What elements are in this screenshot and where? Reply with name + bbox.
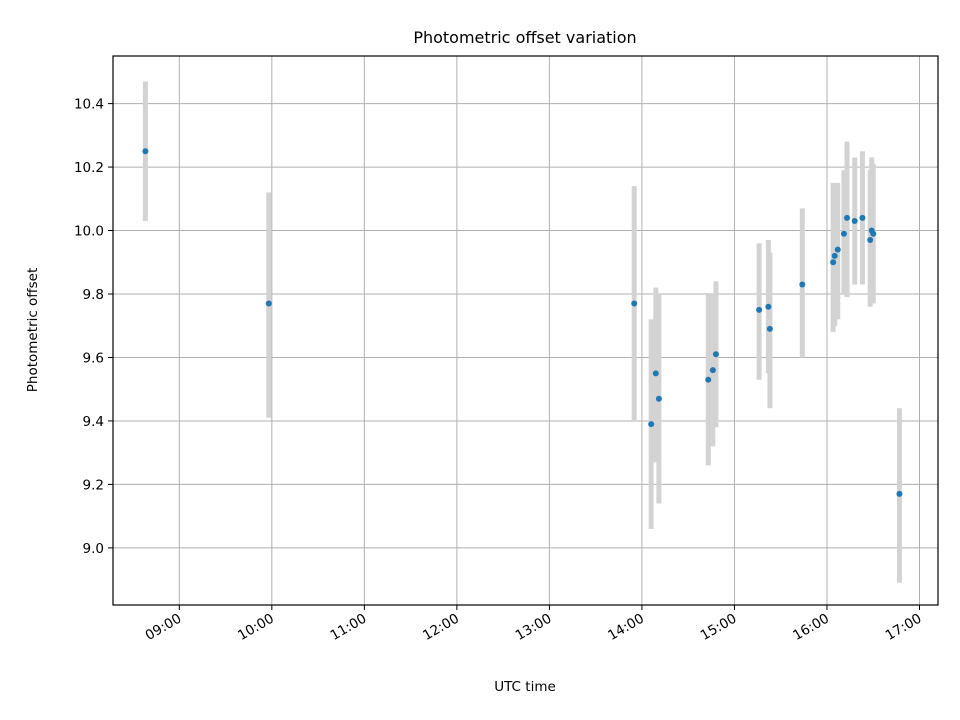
data-point (834, 246, 841, 253)
data-point (655, 395, 662, 402)
x-tick-label: 11:00 (328, 611, 370, 644)
x-tick-label: 13:00 (513, 611, 555, 644)
data-point (867, 237, 874, 244)
tick-layer: 09:00 10:00 11:00 12:00 13:00 14:00 15:00 16:00… (74, 97, 925, 644)
x-tick-label: 14:00 (605, 611, 647, 644)
y-tick-label: 9.4 (83, 414, 104, 430)
y-tick-label: 10.0 (74, 224, 104, 240)
data-point (870, 230, 877, 237)
data-point (265, 300, 272, 307)
data-point (896, 490, 903, 497)
y-tick-label: 10.2 (74, 160, 104, 176)
data-point (765, 303, 772, 310)
y-tick-label: 10.4 (74, 97, 104, 113)
plot-frame (112, 55, 939, 606)
data-point (830, 259, 837, 266)
x-tick-label: 17:00 (883, 611, 925, 644)
grid-layer (113, 56, 938, 605)
x-tick-label: 09:00 (143, 611, 185, 644)
data-point (840, 230, 847, 237)
data-point (631, 300, 638, 307)
x-tick-label: 16:00 (790, 611, 832, 644)
x-tick-label: 10:00 (235, 611, 277, 644)
data-point (766, 325, 773, 332)
y-tick-label: 9.6 (83, 350, 104, 366)
data-point (799, 281, 806, 288)
data-point (648, 421, 655, 428)
data-point (652, 370, 659, 377)
y-tick-label: 9.2 (83, 477, 104, 493)
x-axis-label: UTC time (494, 679, 556, 695)
data-point (844, 214, 851, 221)
data-point (756, 306, 763, 313)
data-point (712, 351, 719, 358)
y-tick-label: 9.0 (83, 541, 104, 557)
x-tick-label: 15:00 (698, 611, 740, 644)
data-point (851, 218, 858, 225)
point-layer (142, 148, 903, 497)
x-tick-label: 12:00 (420, 611, 462, 644)
data-point (705, 376, 712, 383)
data-point (859, 214, 866, 221)
data-point (142, 148, 149, 155)
data-point (831, 252, 838, 259)
y-axis-label: Photometric offset (25, 268, 41, 392)
errorbar-layer (142, 81, 902, 583)
y-tick-label: 9.8 (83, 287, 104, 303)
data-point (709, 367, 716, 374)
chart-title: Photometric offset variation (413, 28, 636, 47)
